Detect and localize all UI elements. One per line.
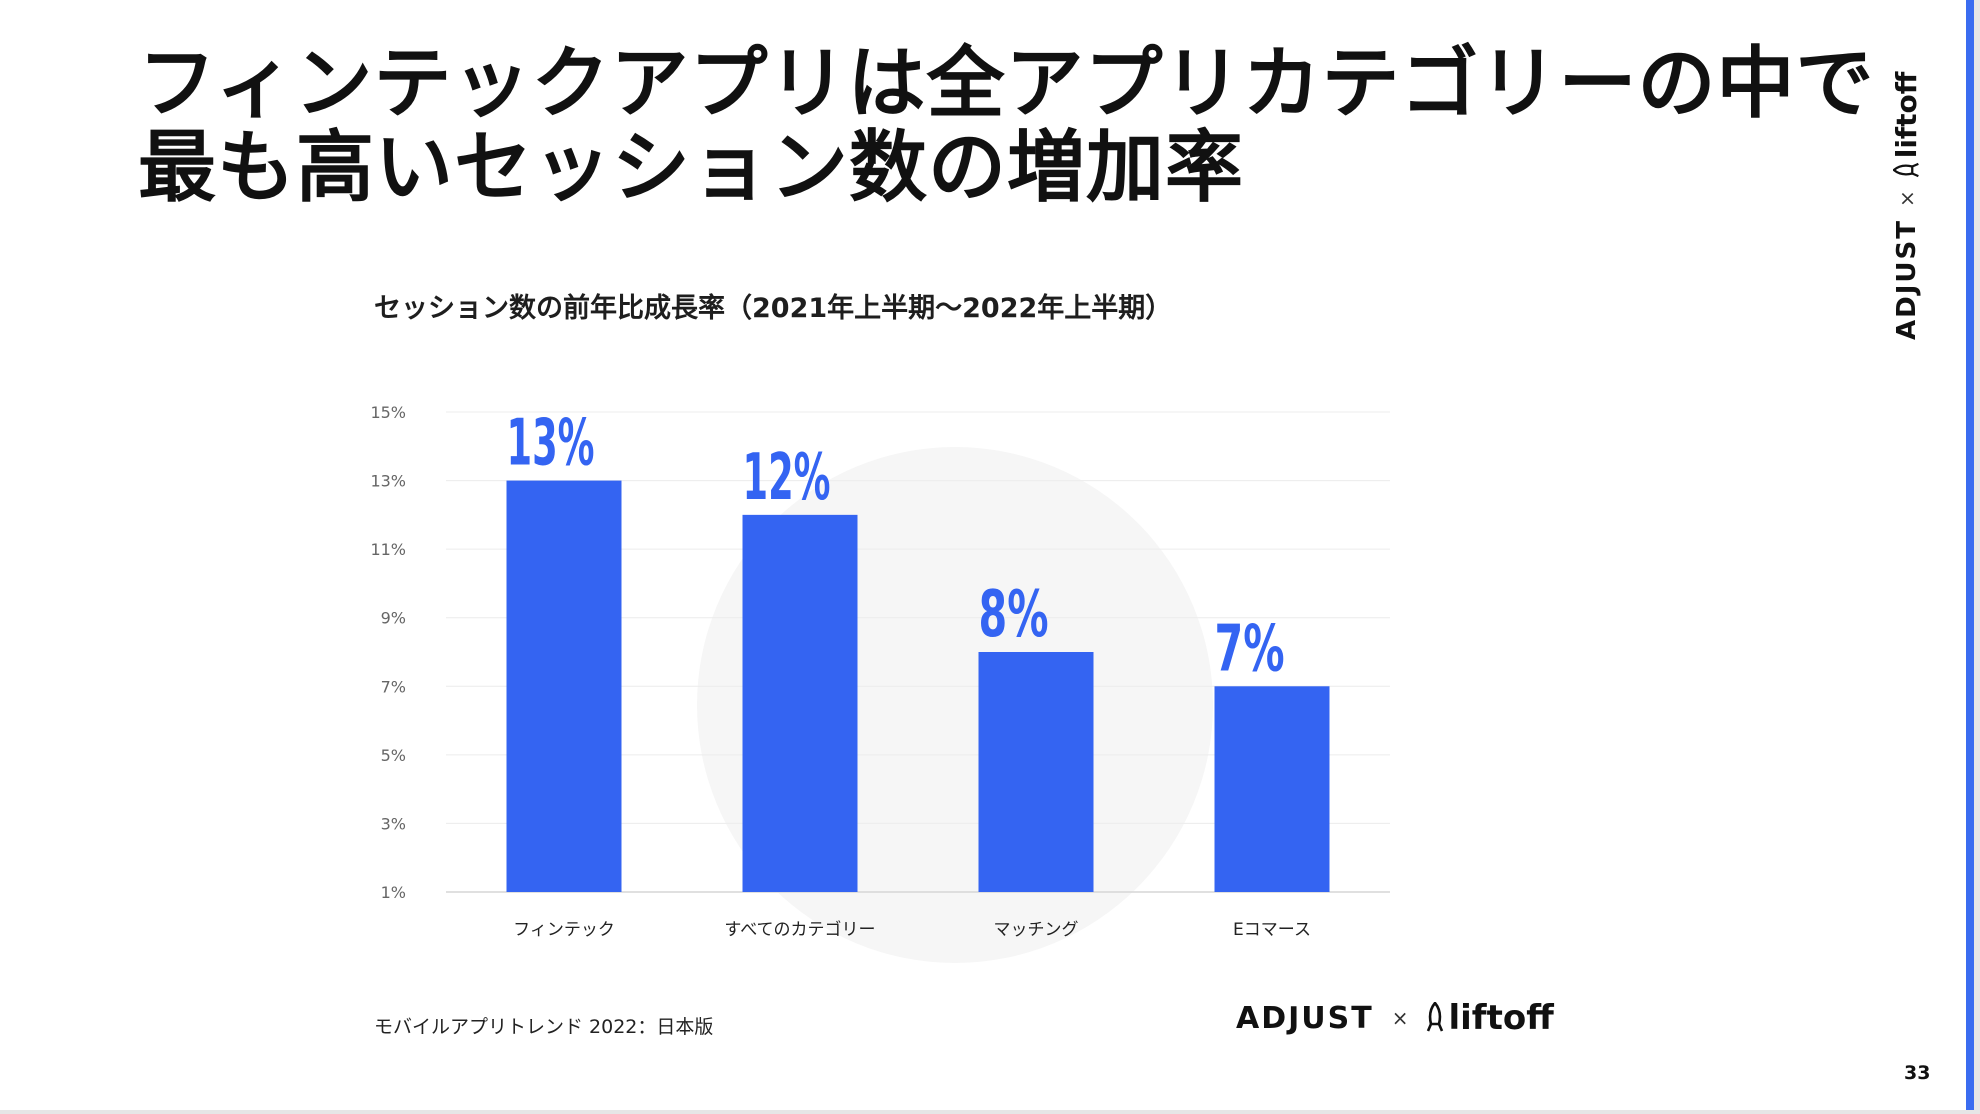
y-tick-label: 5% xyxy=(381,746,406,765)
y-tick-label: 15% xyxy=(370,403,406,422)
rocket-icon xyxy=(1426,1002,1444,1034)
x-tick-label: Eコマース xyxy=(1233,920,1311,940)
slide-title-line-2: 最も高いセッション数の増加率 xyxy=(138,123,1245,213)
bar xyxy=(742,514,858,892)
liftoff-wordmark-vertical: liftoff xyxy=(1890,71,1923,159)
data-label: 7% xyxy=(1215,612,1285,686)
x-tick-label: すべてのカテゴリー xyxy=(724,919,875,940)
x-axis-labels: フィンテック すべてのカテゴリー マッチング Eコマース xyxy=(513,919,1311,940)
y-tick-label: 3% xyxy=(381,814,406,833)
data-labels: 13% 12% 8% 7% xyxy=(507,407,1285,687)
slide-title: フィンテックアプリは全アプリカテゴリーの中で 最も高いセッション数の増加率 xyxy=(138,39,1875,213)
y-axis-ticks: 1% 3% 5% 7% 9% 11% 13% 15% xyxy=(370,403,406,902)
liftoff-logo-vertical: liftoff xyxy=(1890,72,1923,179)
brand-separator-vertical: × xyxy=(1894,190,1919,208)
slide-title-line-1: フィンテックアプリは全アプリカテゴリーの中で xyxy=(138,39,1875,129)
data-label: 12% xyxy=(743,441,831,515)
y-tick-label: 11% xyxy=(370,540,406,559)
page-number: 33 xyxy=(1904,1062,1931,1084)
bar xyxy=(1214,686,1330,892)
data-label: 13% xyxy=(507,407,595,481)
x-tick-label: フィンテック xyxy=(513,920,615,940)
bars xyxy=(506,480,1330,892)
brand-separator: × xyxy=(1391,1006,1409,1030)
rocket-icon-vertical xyxy=(1892,162,1921,178)
y-tick-label: 13% xyxy=(370,472,406,491)
data-label: 8% xyxy=(979,578,1049,652)
liftoff-wordmark: liftoff xyxy=(1448,998,1554,1038)
adjust-logo: ADJUST xyxy=(1236,1000,1374,1036)
brand-logo-bottom: ADJUST × liftoff xyxy=(1236,998,1554,1038)
chart-title: セッション数の前年比成長率（2021年上半期〜2022年上半期） xyxy=(374,293,1173,324)
brand-logo-vertical: ADJUST × liftoff xyxy=(1890,72,1923,340)
y-tick-label: 7% xyxy=(381,677,406,696)
y-tick-label: 1% xyxy=(381,883,406,902)
x-tick-label: マッチング xyxy=(994,920,1079,940)
liftoff-logo: liftoff xyxy=(1426,998,1554,1038)
y-tick-label: 9% xyxy=(381,609,406,628)
adjust-logo-vertical: ADJUST xyxy=(1891,219,1922,340)
accent-strip xyxy=(1966,0,1974,1110)
bar xyxy=(506,480,622,892)
bar xyxy=(978,652,1094,892)
source-note: モバイルアプリトレンド 2022：日本版 xyxy=(374,1016,714,1038)
